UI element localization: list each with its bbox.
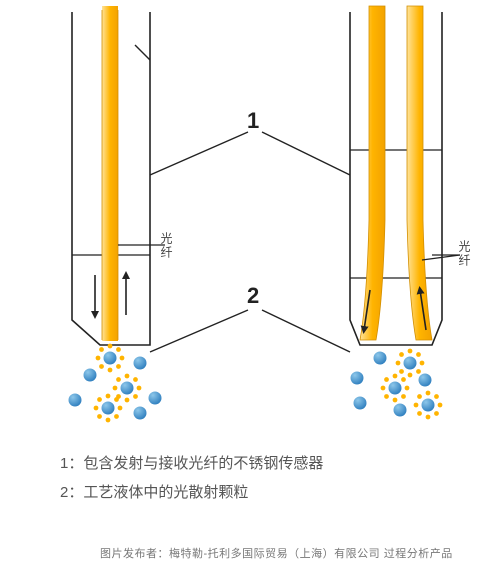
particles bbox=[68, 344, 442, 423]
credit-line: 图片发布者：梅特勒-托利多国际贸易（上海）有限公司 过程分析产品 bbox=[100, 545, 453, 561]
callout-1: 1 bbox=[247, 108, 259, 134]
legend: 1：包含发射与接收光纤的不锈钢传感器 2：工艺液体中的光散射颗粒 bbox=[60, 450, 323, 507]
callout-leaders bbox=[150, 132, 350, 352]
callout-2: 2 bbox=[247, 283, 259, 309]
legend-line-2: 2：工艺液体中的光散射颗粒 bbox=[60, 479, 323, 508]
right-probe bbox=[350, 6, 460, 345]
fiber-label-right: 光纤 bbox=[456, 240, 473, 268]
legend-line-1: 1：包含发射与接收光纤的不锈钢传感器 bbox=[60, 450, 323, 479]
fiber-label-left: 光纤 bbox=[158, 232, 175, 260]
left-probe bbox=[72, 6, 165, 345]
